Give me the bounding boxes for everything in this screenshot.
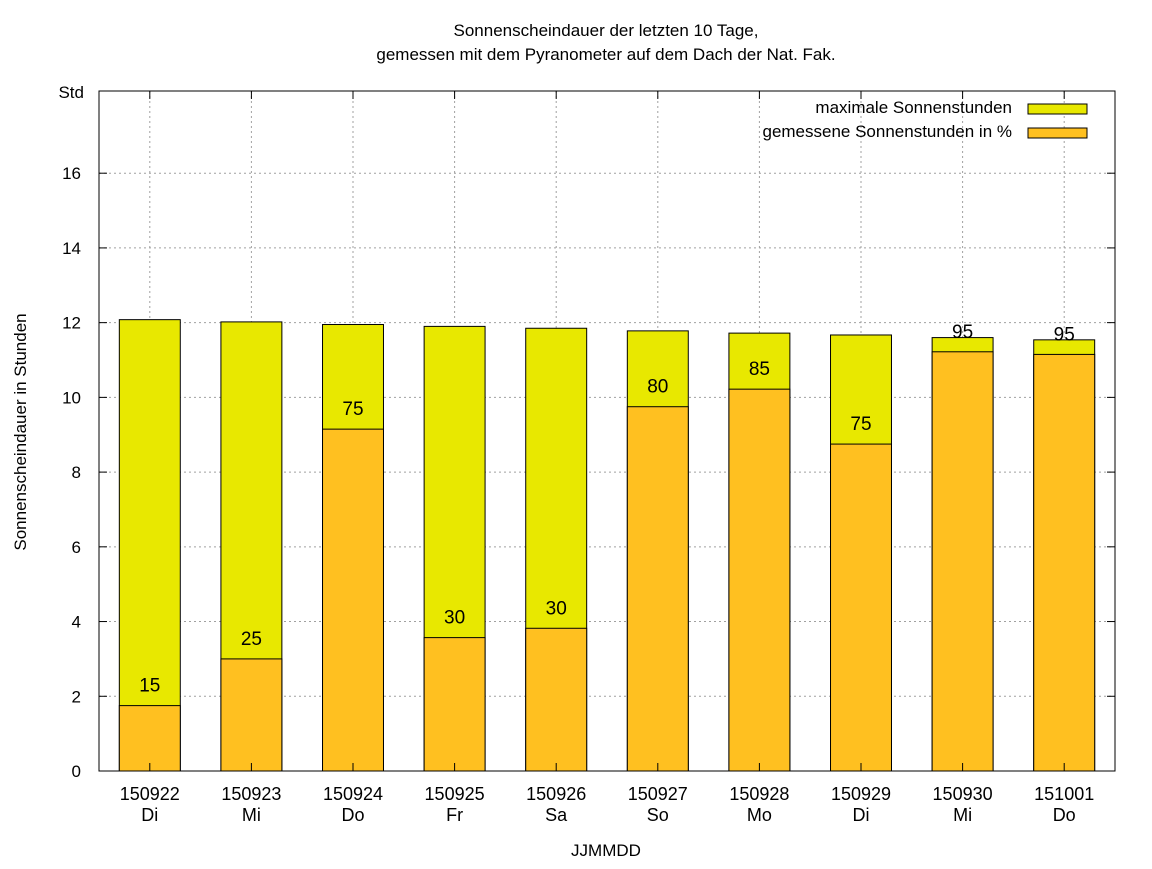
- y-tick-label: 14: [62, 239, 81, 258]
- bar-measured-sunshine: [830, 443, 892, 772]
- bar-measured-sunshine: [626, 406, 689, 772]
- bar-measured-sunshine: [220, 658, 283, 772]
- bars: [118, 319, 1096, 772]
- x-weekday-label: Di: [853, 805, 870, 825]
- x-tick-label: 150924: [323, 784, 383, 804]
- percent-label: 85: [749, 359, 770, 380]
- x-weekday-label: Do: [341, 805, 364, 825]
- x-weekday-label: Do: [1053, 805, 1076, 825]
- percent-label: 75: [342, 399, 363, 420]
- plot-frame: [98, 90, 1116, 772]
- legend-swatch-max: [1027, 103, 1088, 115]
- chart-subtitle: gemessen mit dem Pyranometer auf dem Dac…: [376, 45, 835, 64]
- x-tick-label: 150930: [933, 784, 993, 804]
- bar-max-sunshine: [118, 319, 181, 772]
- chart-title: Sonnenscheindauer der letzten 10 Tage,: [454, 21, 759, 40]
- percent-label: 30: [546, 598, 567, 619]
- bar-measured-sunshine: [423, 637, 486, 772]
- x-axis-label: JJMMDD: [571, 841, 641, 860]
- x-tick-label: 151001: [1034, 784, 1094, 804]
- x-weekday-label: Fr: [446, 805, 463, 825]
- x-weekday-label: Mo: [747, 805, 772, 825]
- x-tick-label: 150922: [120, 784, 180, 804]
- y-tick-label: 2: [72, 687, 81, 706]
- y-axis-unit: Std: [58, 83, 84, 102]
- percent-label: 25: [241, 629, 262, 650]
- y-tick-label: 10: [62, 388, 81, 407]
- x-tick-label: 150926: [526, 784, 586, 804]
- x-weekday-label: Sa: [545, 805, 568, 825]
- y-tick-label: 8: [72, 463, 81, 482]
- percent-label: 75: [850, 414, 871, 435]
- percent-label: 80: [647, 377, 668, 398]
- bar-measured-sunshine: [118, 705, 181, 772]
- y-tick-label: 12: [62, 314, 81, 333]
- y-tick-label: 0: [72, 762, 81, 781]
- bar-measured-sunshine: [322, 428, 384, 772]
- y-tick-label: 16: [62, 164, 81, 183]
- percent-label: 15: [139, 676, 160, 697]
- x-weekday-label: Mi: [242, 805, 261, 825]
- x-tick-label: 150925: [425, 784, 485, 804]
- x-tick-label: 150929: [831, 784, 891, 804]
- bar-measured-sunshine: [931, 351, 994, 772]
- data-labels: 15 25 75 30 30 80 85 75 95 95: [139, 322, 1075, 697]
- x-weekday-label: Mi: [953, 805, 972, 825]
- bar-measured-sunshine: [728, 388, 791, 772]
- axes: 0246810121416150922Di150923Mi150924Do150…: [62, 91, 1115, 825]
- percent-label: 30: [444, 608, 465, 629]
- legend-swatch-measured: [1027, 127, 1088, 139]
- x-tick-label: 150927: [628, 784, 688, 804]
- legend-label-measured: gemessene Sonnenstunden in %: [762, 122, 1012, 141]
- x-weekday-label: So: [647, 805, 669, 825]
- y-tick-label: 6: [72, 538, 81, 557]
- bar-measured-sunshine: [525, 627, 588, 772]
- legend-label-max: maximale Sonnenstunden: [815, 98, 1012, 117]
- y-tick-label: 4: [72, 613, 81, 632]
- x-tick-label: 150923: [221, 784, 281, 804]
- legend: maximale Sonnenstunden gemessene Sonnens…: [762, 98, 1088, 141]
- x-tick-label: 150928: [729, 784, 789, 804]
- percent-label: 95: [1054, 324, 1075, 345]
- percent-label: 95: [952, 322, 973, 343]
- bar-measured-sunshine: [1033, 353, 1096, 772]
- y-axis-label: Sonnenscheindauer in Stunden: [11, 313, 30, 550]
- x-weekday-label: Di: [141, 805, 158, 825]
